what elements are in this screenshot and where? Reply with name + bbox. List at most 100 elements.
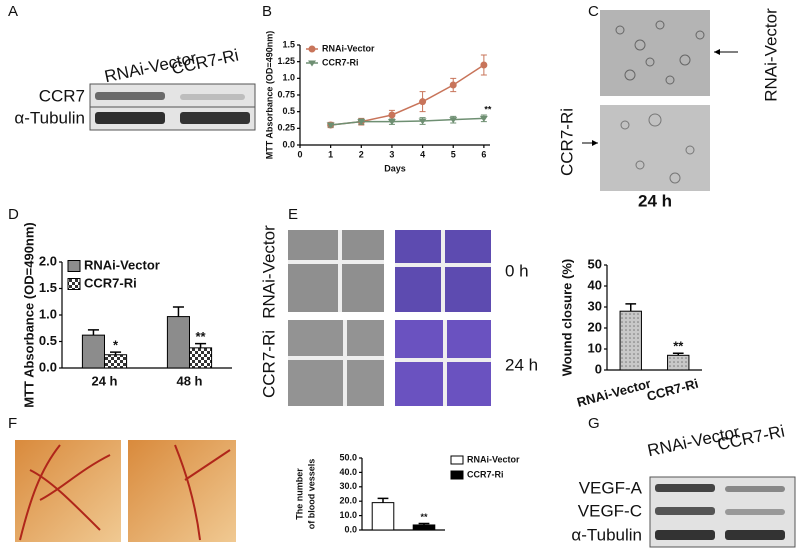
micrograph (600, 105, 710, 191)
legend-label: RNAi-Vector (467, 454, 520, 464)
y-tick-label: 1.0 (39, 306, 57, 321)
x-tick-label: 4 (420, 149, 425, 159)
marker (326, 122, 335, 129)
legend-swatch (67, 278, 81, 290)
vessels (19, 444, 231, 541)
x-tick-label: 2 (359, 149, 364, 159)
y-tick-label: 0.25 (277, 123, 295, 133)
row-label: CCR7 (39, 86, 85, 105)
y-tick-label: 40.0 (339, 467, 357, 477)
line (330, 64, 485, 126)
significance-label: ** (420, 512, 428, 522)
bar (412, 524, 436, 531)
y-tick-label: 50 (588, 256, 602, 271)
y-tick-label: 40 (588, 277, 602, 292)
marker (388, 111, 396, 119)
y-tick-label: 50.0 (339, 452, 357, 462)
error-bar (625, 303, 637, 312)
marker (308, 60, 316, 67)
legend-label: RNAi-Vector (84, 257, 160, 272)
band (725, 530, 785, 540)
y-tick-label: 20.0 (339, 496, 357, 506)
x-tick-label: 3 (389, 149, 394, 159)
band (95, 112, 165, 124)
bar (166, 316, 190, 369)
y-tick-label: 20 (588, 319, 602, 334)
y-tick-label: 0.75 (277, 89, 295, 99)
significance-label: * (113, 338, 119, 353)
y-tick-label: 2.0 (39, 253, 57, 268)
band (180, 112, 250, 124)
micrograph (600, 10, 710, 96)
y-tick-label: 30 (588, 298, 602, 313)
bar (371, 502, 395, 531)
cam-image (128, 440, 236, 542)
legend-swatch (450, 455, 464, 465)
band (655, 507, 715, 515)
legend-label: RNAi-Vector (322, 43, 375, 53)
y-axis-label: of blood vessels (306, 459, 316, 530)
line (330, 117, 484, 126)
y-tick-label: 0.0 (344, 524, 357, 534)
x-tick-label: CCR7-Ri (645, 376, 700, 404)
bar (667, 354, 690, 371)
image-label: CCR7-Ri (557, 108, 576, 176)
error-bar (377, 497, 389, 503)
panel-label: F (8, 415, 17, 432)
time-label: 0 h (505, 261, 529, 280)
bar (619, 310, 642, 371)
x-tick-label: 5 (451, 149, 456, 159)
error-bar (418, 522, 430, 525)
y-tick-label: 0.5 (39, 333, 57, 348)
x-tick-label: RNAi-Vector (575, 376, 652, 410)
band (180, 94, 245, 100)
wound-image (288, 320, 384, 406)
panel-label: E (288, 206, 298, 223)
x-tick-label: 48 h (176, 373, 202, 388)
y-axis-label: The number (294, 468, 304, 520)
x-tick-label: 0 (297, 149, 302, 159)
y-tick-label: 1.5 (39, 280, 57, 295)
legend-label: CCR7-Ri (322, 57, 359, 67)
x-tick-label: 6 (481, 149, 486, 159)
y-axis-label: MTT Absorbance (OD=490nm) (264, 31, 274, 159)
marker (357, 119, 366, 126)
panel-label: B (262, 3, 272, 20)
y-tick-label: 10 (588, 340, 602, 355)
marker (449, 81, 457, 89)
row-label: VEGF-C (578, 501, 642, 520)
bar (104, 354, 128, 369)
x-axis-label: Days (384, 163, 406, 173)
marker (480, 61, 488, 69)
panel-label: G (588, 415, 600, 432)
error-bar (672, 352, 684, 356)
legend-label: CCR7-Ri (467, 469, 504, 479)
y-tick-label: 0.0 (39, 359, 57, 374)
y-tick-label: 0 (595, 361, 602, 376)
wound-image (288, 230, 384, 312)
row-label: RNAi-Vector (259, 225, 278, 319)
band (725, 509, 785, 515)
cells (620, 113, 695, 184)
time-label: 24 h (505, 355, 538, 374)
error-bar (172, 306, 184, 317)
legend-swatch (67, 260, 81, 272)
time-label: 24 h (638, 191, 672, 210)
significance-label: ** (673, 339, 684, 354)
y-tick-label: 0.0 (282, 139, 295, 149)
legend-label: CCR7-Ri (84, 275, 137, 290)
marker (387, 119, 396, 126)
row-label: α-Tubulin (14, 108, 85, 127)
bar (81, 334, 106, 369)
scratch (288, 230, 491, 406)
error-bar (87, 329, 99, 336)
image-label: RNAi-Vector (761, 8, 780, 102)
cam-image (15, 440, 121, 542)
marker (308, 45, 316, 53)
error-bar (110, 351, 122, 355)
panel-label: C (588, 3, 599, 20)
error-bar (195, 342, 207, 348)
y-tick-label: 10.0 (339, 510, 357, 520)
marker (449, 117, 458, 124)
